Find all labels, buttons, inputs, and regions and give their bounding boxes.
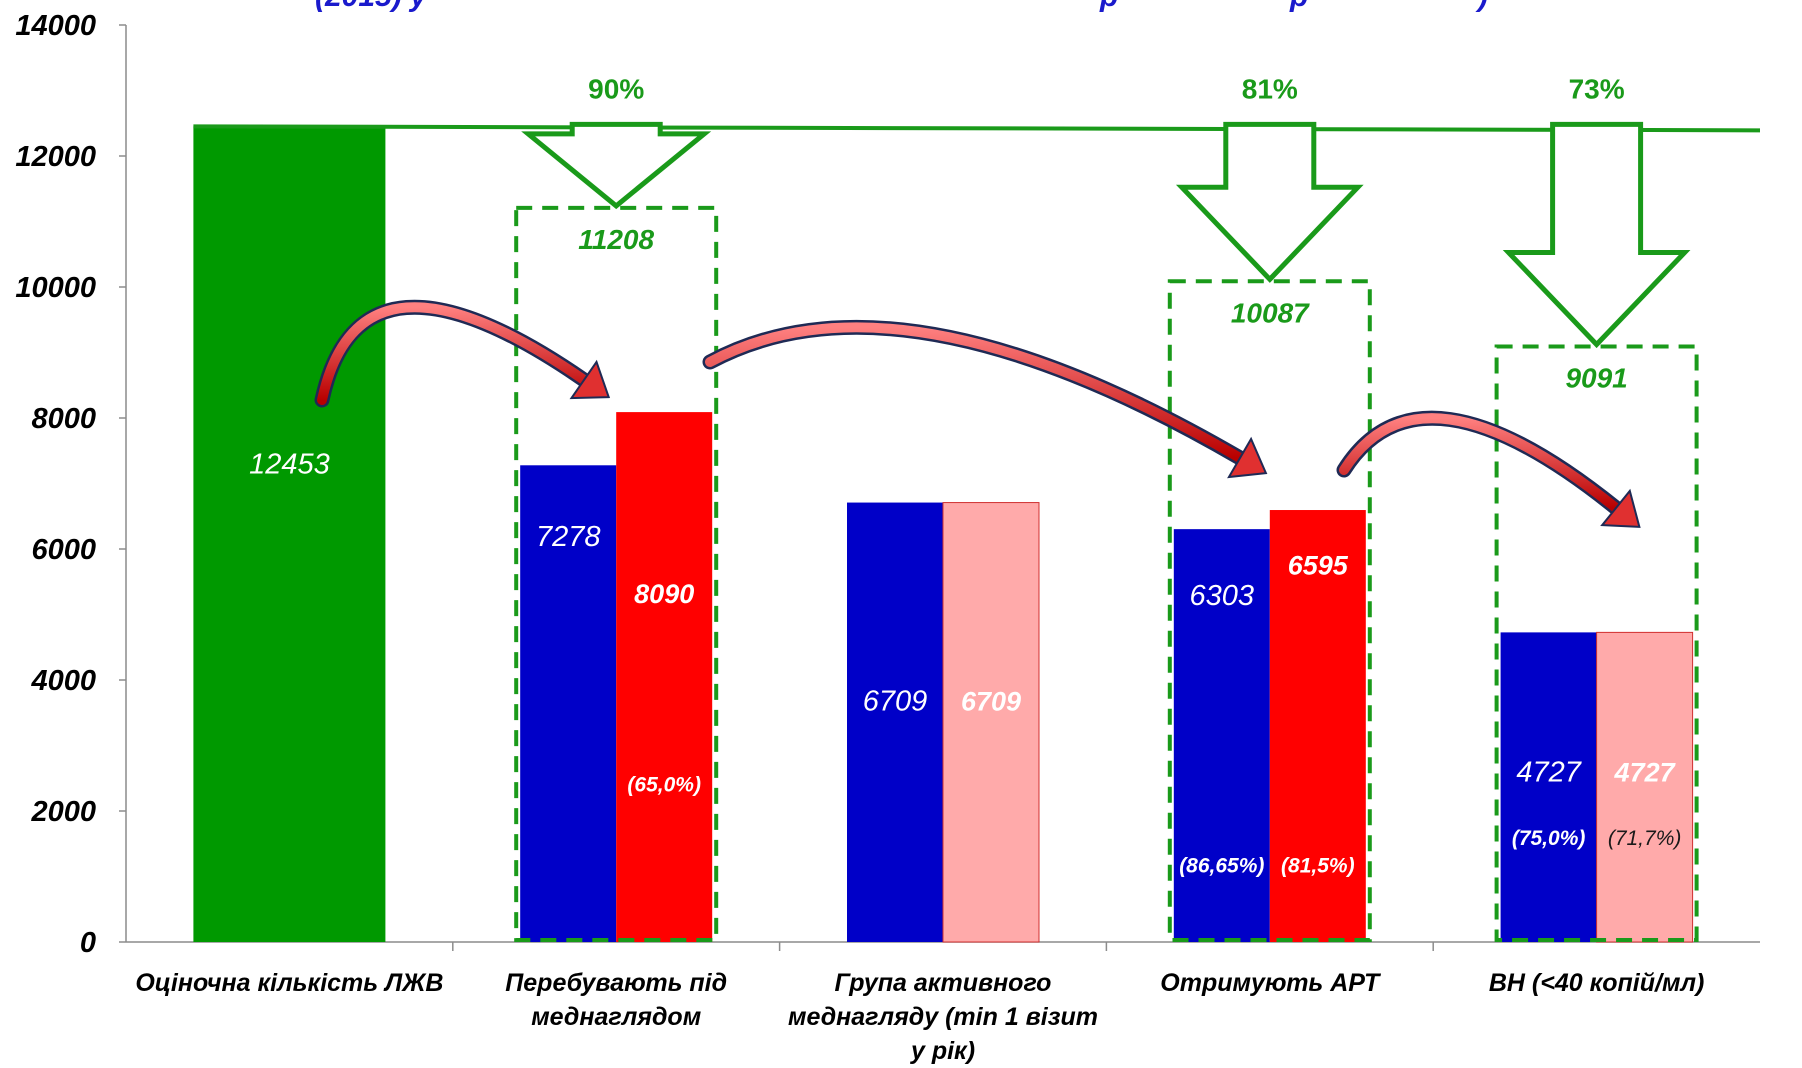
bar [616,412,713,943]
target-arrow [1175,121,1364,283]
target-box [1167,279,1372,942]
y-tick-label: 10000 [15,272,96,304]
axes: 0 2000 4000 6000 8000 10000 12000 14000 Оціночна… [15,10,1760,1065]
target-arrow [1502,121,1691,349]
percent-label: (71,7%) [1608,827,1682,850]
labels: 12453 7278 8090 (65,0%) 6709 6709 6303 6595 (86,… [249,73,1681,877]
arrow-body [1339,413,1621,513]
data-label: 6709 [961,686,1021,716]
data-label: 6709 [863,685,928,717]
chart-title: (2015) у р р ) [315,0,1488,13]
y-tick-label: 4000 [30,665,96,697]
arrow-head [1600,488,1641,528]
percent-label: (81,5%) [1281,855,1355,878]
x-category-label: меднаглядом [531,1003,701,1031]
data-label: 6303 [1190,580,1255,612]
x-category-label: Група активного [835,969,1052,997]
arrow-body [317,302,589,405]
target-value-label: 9091 [1565,363,1627,394]
bars [193,126,1694,943]
data-label: 4727 [1614,758,1677,788]
flow-arrow [1336,410,1641,528]
bar [1596,631,1694,943]
title-fragment: (2015) у [315,0,428,13]
percent-label: (75,0%) [1512,827,1586,850]
y-tick-label: 14000 [15,10,96,42]
data-label: 7278 [536,521,601,553]
target-value-label: 10087 [1231,297,1310,328]
flow-arrow [314,299,611,408]
bar [1500,632,1597,942]
x-category-label: меднагляду (min 1 візит [788,1003,1098,1031]
bar [520,465,617,942]
title-fragment: ) [1475,0,1488,13]
target-box [1494,344,1699,942]
data-label: 8090 [634,579,694,609]
x-category-label: Перебувають під [505,969,727,997]
y-tick-label: 12000 [15,141,96,173]
annotations [193,121,1761,943]
target-percent-label: 73% [1569,73,1625,104]
x-category-label: ВН (<40 копій/мл) [1489,969,1704,997]
target-arrow [521,121,712,210]
bar [847,502,943,942]
data-label: 12453 [249,449,330,481]
title-fragment: р [1289,0,1308,13]
bar [1173,529,1270,942]
target-percent-label: 81% [1242,73,1298,104]
y-tick-label: 2000 [30,796,96,828]
y-tick-label: 6000 [31,534,96,566]
bar [193,126,386,943]
data-label: 4727 [1516,757,1582,789]
data-label: 6595 [1288,551,1349,581]
bar [1269,510,1366,942]
y-tick-label: 8000 [31,403,96,435]
flow-arrow [702,319,1268,479]
percent-label: (65,0%) [627,773,701,796]
arrow-head [569,359,611,400]
x-category-label: у рік) [909,1037,975,1065]
x-category-label: Отримують АРТ [1160,969,1382,997]
arrow-head [1227,436,1268,479]
percent-label: (86,65%) [1179,855,1264,878]
target-line [193,124,1761,133]
arrow-body [705,322,1245,463]
title-fragment: р [1099,0,1118,13]
bar [942,502,1040,943]
x-category-label: Оціночна кількість ЛЖВ [135,969,443,997]
target-percent-label: 90% [588,73,644,104]
target-value-label: 11208 [578,224,654,255]
y-tick-label: 0 [80,927,96,959]
